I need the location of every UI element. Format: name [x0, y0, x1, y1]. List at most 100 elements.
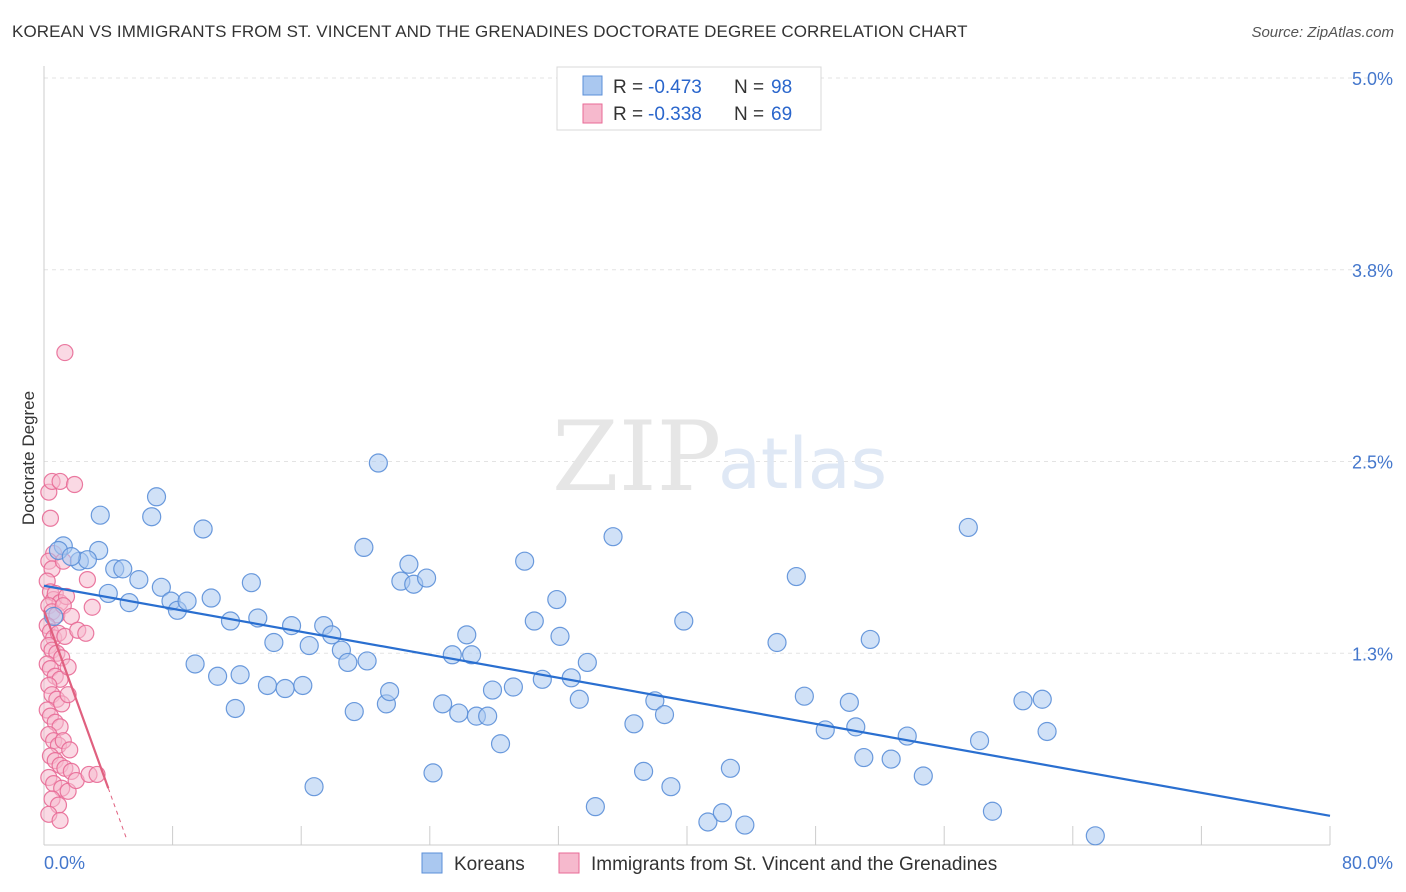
koreans-n-label: N = [734, 77, 764, 98]
koreans-point [146, 487, 167, 507]
immigrants-point [56, 343, 74, 362]
koreans-point [304, 777, 324, 797]
koreans-point [547, 589, 567, 610]
koreans-point [735, 815, 755, 835]
immigrants-point [78, 571, 97, 589]
y-axis-label: Doctorate Degree [19, 391, 38, 525]
koreans-point [969, 731, 990, 751]
x-tick-label: 80.0% [1342, 853, 1393, 873]
koreans-point [603, 527, 623, 547]
immigrants-trend-extension [107, 788, 128, 840]
koreans-point [577, 652, 597, 673]
koreans-point [503, 677, 523, 697]
koreans-point [839, 692, 859, 712]
koreans-point [661, 777, 681, 797]
koreans-point [490, 734, 511, 754]
koreans-point [449, 703, 469, 723]
koreans-point [90, 505, 110, 525]
koreans-point [550, 626, 570, 646]
koreans-point [241, 573, 261, 593]
immigrants-n-label: N = [734, 104, 764, 125]
watermark: ZIP atlas [552, 401, 887, 513]
koreans-point [982, 801, 1003, 821]
koreans-r-value: -0.473 [648, 77, 702, 98]
koreans-point [442, 645, 462, 665]
koreans-point [142, 507, 162, 527]
gridlines [44, 77, 1370, 654]
koreans-point [98, 583, 118, 604]
immigrants-swatch [582, 103, 603, 124]
legend-immigrants-swatch [558, 852, 580, 874]
koreans-point [1085, 826, 1105, 846]
koreans-point [433, 694, 453, 714]
koreans-point [177, 591, 197, 611]
koreans-point [860, 629, 880, 650]
koreans-n-value: 98 [771, 77, 792, 98]
koreans-point [767, 632, 787, 653]
koreans-point [585, 797, 605, 817]
y-tick-label: 1.3% [1352, 644, 1393, 664]
koreans-point [881, 749, 901, 769]
koreans-point [720, 758, 741, 778]
x-tick-label: 0.0% [44, 853, 85, 873]
koreans-point [129, 570, 149, 590]
legend-koreans-swatch [421, 852, 443, 874]
immigrants-point [65, 475, 84, 494]
koreans-point [524, 611, 544, 631]
koreans-point [482, 680, 503, 700]
immigrants-point [77, 624, 95, 642]
y-tick-label: 5.0% [1352, 69, 1393, 89]
koreans-swatch [582, 75, 603, 96]
koreans-point [208, 666, 228, 686]
koreans-point [201, 588, 221, 608]
koreans-point [1032, 689, 1052, 709]
koreans-point [380, 681, 400, 702]
koreans-point [515, 551, 535, 571]
koreans-point [275, 678, 295, 699]
koreans-point [569, 689, 589, 709]
koreans-point [225, 698, 245, 719]
immigrants-n-value: 69 [771, 104, 792, 125]
immigrants-point [83, 598, 101, 616]
koreans-point [354, 537, 374, 558]
koreans-point [257, 675, 278, 696]
koreans-point [698, 812, 718, 832]
koreans-point [77, 550, 98, 570]
koreans-point [624, 714, 644, 734]
immigrants-point [61, 741, 79, 759]
koreans-point [230, 665, 250, 685]
koreans-point [416, 568, 437, 588]
koreans-point [1013, 691, 1033, 711]
koreans-point [461, 645, 482, 665]
koreans-point [712, 803, 732, 823]
koreans-point [338, 652, 358, 673]
koreans-point [561, 668, 581, 688]
koreans-point [193, 519, 213, 539]
watermark-zip: ZIP [552, 401, 721, 513]
series-legend: Koreans Immigrants from St. Vincent and … [421, 852, 997, 875]
koreans-point [264, 632, 284, 653]
koreans-point [399, 554, 419, 574]
koreans-point [794, 686, 814, 706]
koreans-trend-line [43, 584, 1331, 817]
immigrants-r-label: R = [613, 104, 643, 125]
legend-koreans-label: Koreans [454, 854, 525, 875]
koreans-point [185, 654, 205, 674]
koreans-point [633, 761, 654, 781]
immigrants-trend-line [42, 609, 110, 789]
koreans-point [322, 625, 342, 645]
koreans-point [478, 706, 498, 726]
koreans-point [913, 766, 933, 786]
koreans-point [958, 517, 978, 538]
chart-title: KOREAN VS IMMIGRANTS FROM ST. VINCENT AN… [12, 22, 968, 41]
watermark-atlas: atlas [718, 423, 887, 505]
koreans-point [151, 577, 171, 597]
tick-labels: 5.0% 3.8% 2.5% 1.3% 0.0% 80.0% [44, 69, 1393, 873]
immigrants-point [62, 607, 80, 626]
source-label: Source: ZipAtlas.com [1251, 24, 1394, 41]
immigrants-r-value: -0.338 [648, 104, 702, 125]
y-tick-label: 2.5% [1352, 453, 1393, 473]
koreans-point [368, 453, 388, 473]
koreans-point [61, 547, 81, 567]
